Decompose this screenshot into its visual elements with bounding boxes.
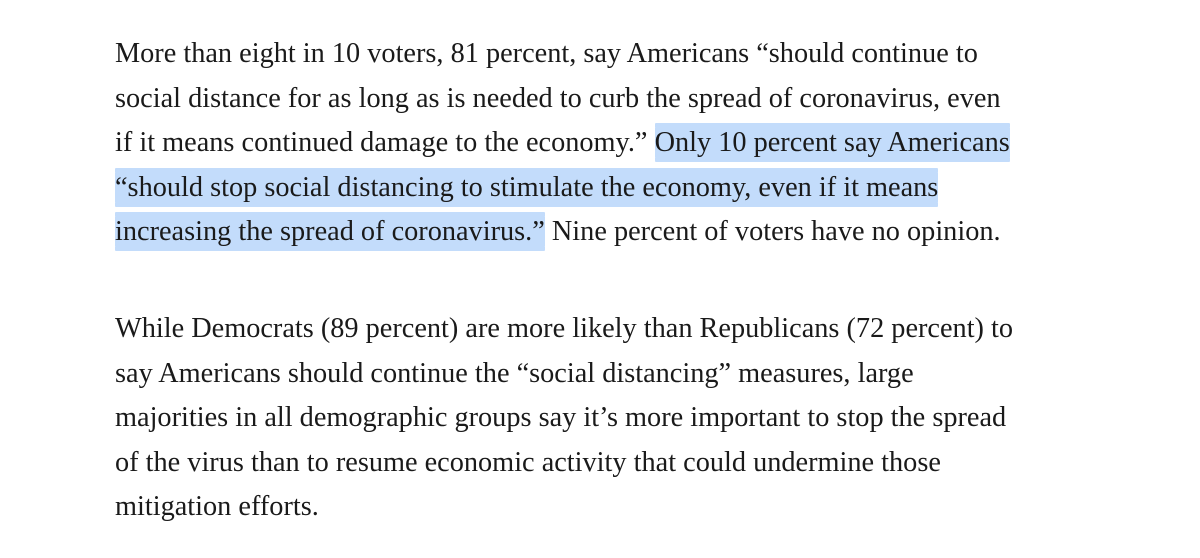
paragraph-line: say Americans should continue the “socia…	[115, 357, 914, 389]
paragraph-partisan-breakdown[interactable]: While Democrats (89 percent) are more li…	[115, 307, 1013, 530]
paragraph-line: increasing the spread of coronavirus.” N…	[115, 210, 1010, 255]
paragraph-line: of the virus than to resume economic act…	[115, 446, 941, 478]
paragraph-line: social distance for as long as is needed…	[115, 82, 1001, 114]
paragraph-social-distancing-poll[interactable]: More than eight in 10 voters, 81 percent…	[115, 32, 1010, 255]
paragraph-line: While Democrats (89 percent) are more li…	[115, 313, 1014, 344]
paragraph-line: “should stop social distancing to stimul…	[115, 166, 1010, 211]
paragraph-line: if it means continued damage to the econ…	[115, 121, 1010, 166]
selected-text-highlight[interactable]: Only 10 percent say Americans	[654, 127, 1010, 159]
paragraph-line: majorities in all demographic groups say…	[115, 402, 1007, 434]
selected-text-highlight[interactable]: “should stop social distancing to stimul…	[115, 171, 939, 203]
paragraph-line: More than eight in 10 voters, 81 percent…	[115, 38, 978, 69]
plain-text: if it means continued damage to the econ…	[115, 127, 655, 159]
paragraph-line: mitigation efforts.	[115, 491, 319, 523]
plain-text: Nine percent of voters have no opinion.	[544, 216, 1001, 248]
selected-text-highlight[interactable]: increasing the spread of coronavirus.”	[115, 216, 545, 248]
